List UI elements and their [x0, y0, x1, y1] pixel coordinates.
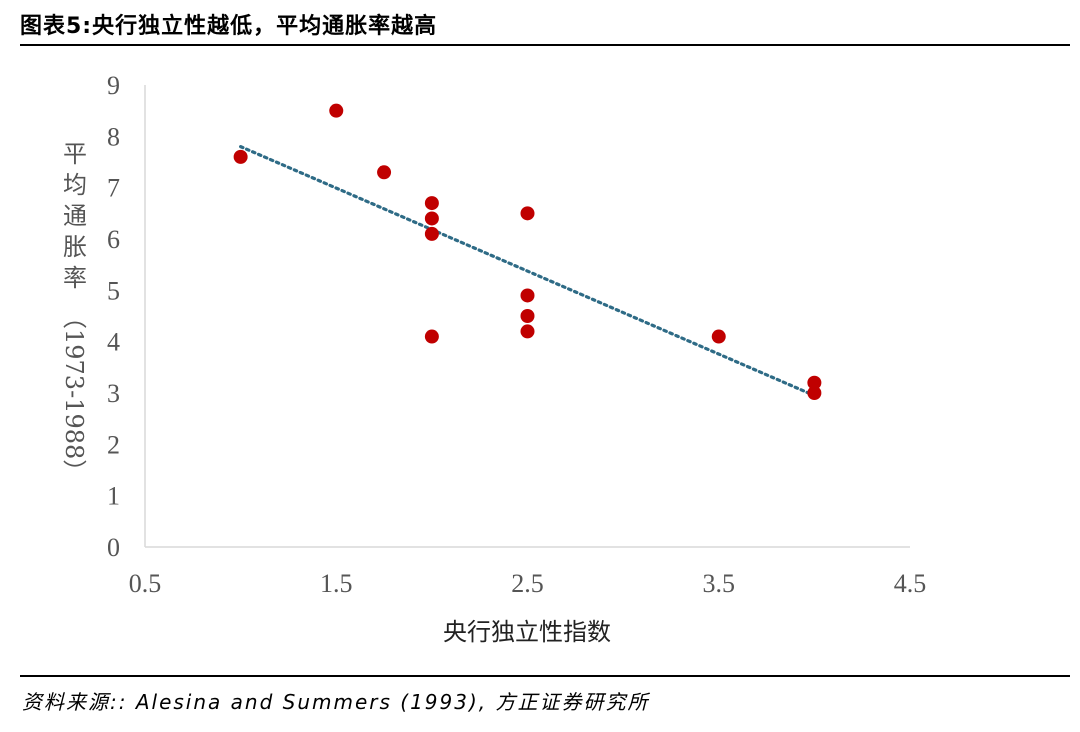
y-axis-label-char: 均: [63, 171, 87, 199]
y-axis-label-char: 胀: [63, 233, 87, 261]
x-tick-label: 0.5: [129, 569, 162, 598]
y-tick-label: 4: [107, 328, 120, 357]
data-point: [520, 324, 535, 339]
trendline-group: [239, 145, 816, 398]
y-tick-label: 6: [107, 225, 120, 254]
y-axis-label-char: 平: [63, 140, 87, 168]
data-point: [807, 375, 822, 390]
data-point: [807, 386, 822, 400]
y-tick-label: 0: [107, 533, 120, 562]
data-point: [711, 329, 726, 344]
y-tick-label: 2: [107, 430, 120, 459]
y-tick-label: 9: [107, 71, 120, 100]
data-point: [520, 309, 535, 323]
data-point: [424, 329, 439, 344]
y-tick-label: 3: [107, 379, 120, 408]
data-point: [520, 206, 535, 221]
x-tick-label: 4.5: [894, 569, 927, 598]
chart-axes: [144, 85, 910, 548]
y-tick-label: 7: [107, 174, 120, 203]
y-axis-label-period: （1973-1988）: [60, 305, 88, 483]
y-tick-label: 5: [107, 276, 120, 305]
data-point: [520, 288, 535, 303]
chart-title: 图表5:央行独立性越低，平均通胀率越高: [20, 14, 438, 39]
data-points: [233, 103, 822, 400]
source-note: 资料来源:: Alesina and Summers (1993), 方正证券研…: [22, 690, 650, 714]
y-tick-label: 8: [107, 122, 120, 151]
y-axis-label: 平均通胀率 （1973-1988）: [60, 140, 88, 483]
data-point: [424, 211, 439, 226]
x-tick-label: 2.5: [511, 569, 544, 598]
title-divider: [20, 44, 1070, 46]
x-axis-label: 央行独立性指数: [443, 618, 611, 646]
data-point: [377, 165, 392, 180]
linear-trendline: [239, 145, 816, 398]
y-tick-label: 1: [107, 482, 120, 511]
data-point: [329, 103, 344, 118]
y-axis-label-char: 率: [63, 264, 87, 292]
y-axis-label-char: 通: [63, 202, 87, 230]
data-point: [424, 196, 439, 211]
footer-divider: [20, 675, 1070, 677]
x-tick-label: 1.5: [320, 569, 353, 598]
x-tick-label: 3.5: [703, 569, 736, 598]
x-axis-ticks: 0.5 1.5 2.5 3.5 4.5: [129, 569, 927, 598]
y-axis-ticks: 0 1 2 3 4 5 6 7 8 9: [107, 71, 120, 562]
data-point: [424, 226, 439, 241]
data-point: [233, 149, 248, 164]
